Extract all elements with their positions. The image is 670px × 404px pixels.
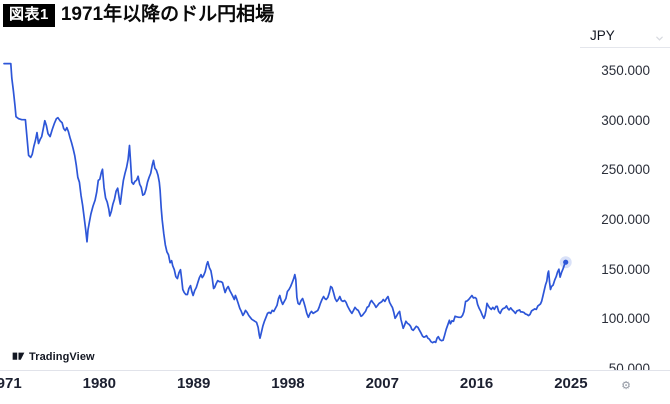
time-tick-2007: 2007	[365, 375, 399, 392]
figure-title-row: 図表1 1971年以降のドル円相場	[3, 3, 274, 27]
price-chart-plot[interactable]	[0, 54, 580, 370]
currency-label: JPY	[590, 28, 615, 43]
time-tick-1980: 1980	[82, 375, 116, 392]
usdjpy-line-chart[interactable]	[0, 54, 580, 370]
time-tick-2016: 2016	[459, 375, 494, 392]
tradingview-logo-text: TradingView	[29, 350, 95, 363]
last-price-marker	[563, 259, 569, 265]
gear-icon[interactable]: ⚙	[621, 380, 631, 392]
time-tick-1989: 1989	[176, 375, 211, 392]
chevron-down-icon[interactable]	[655, 34, 664, 43]
price-axis[interactable]: JPY 350.000 300.000 250.000 200.000 150.000 1…	[580, 0, 670, 370]
tradingview-logo-icon	[12, 352, 25, 360]
page-title: 1971年以降のドル円相場	[60, 4, 275, 25]
price-tick-150: 150.000	[601, 261, 650, 277]
tradingview-attribution[interactable]: TradingView	[12, 350, 95, 363]
price-tick-200: 200.000	[601, 211, 650, 227]
price-tick-50: 50.000	[608, 360, 650, 370]
time-tick-1971: 1971	[0, 375, 22, 392]
price-tick-250: 250.000	[601, 162, 650, 178]
price-axis-header: JPY	[580, 28, 670, 48]
price-tick-300: 300.000	[601, 112, 650, 128]
axis-separator-line	[0, 370, 670, 371]
time-axis[interactable]: 1971 1980 1989 1998 2007 2016 2025 ⚙	[0, 371, 670, 404]
price-line-series	[3, 62, 567, 344]
figure-number-badge: 図表1	[3, 3, 55, 27]
time-tick-1998: 1998	[271, 375, 305, 392]
time-tick-2025: 2025	[554, 375, 588, 392]
price-tick-100: 100.000	[601, 311, 650, 327]
price-tick-350: 350.000	[601, 63, 650, 78]
